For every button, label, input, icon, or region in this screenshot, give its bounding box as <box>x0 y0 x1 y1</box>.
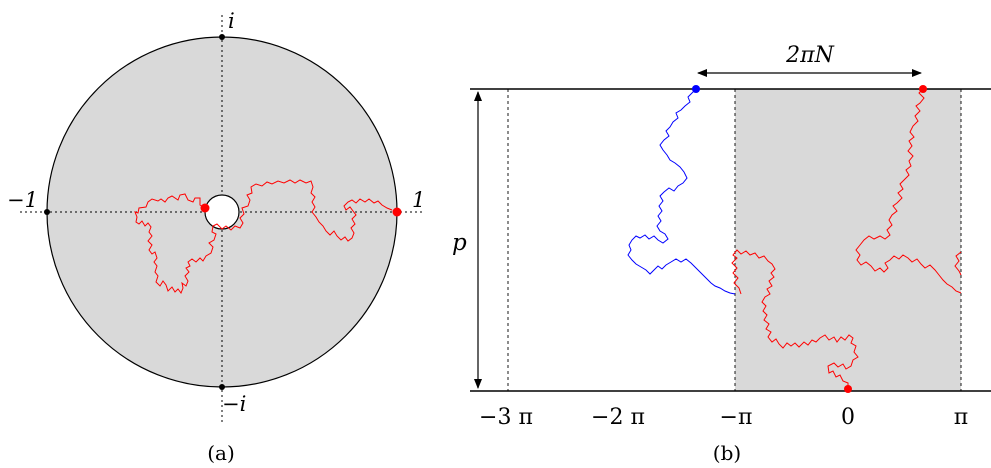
label-1: 1 <box>412 188 425 212</box>
tick-label-0: 0 <box>841 405 855 430</box>
label-minus-i: −i <box>222 392 246 416</box>
width-label: 2πN <box>785 43 834 68</box>
label-minus-1: −1 <box>7 188 38 212</box>
brownian-path-a <box>134 179 393 295</box>
caption-b: (b) <box>713 441 741 465</box>
blue-path <box>627 88 736 295</box>
end-point <box>392 207 402 217</box>
red-origin-point <box>844 385 852 393</box>
shaded-strip <box>735 89 961 391</box>
dot-top <box>219 34 225 40</box>
red-top-point <box>919 85 927 93</box>
tick-label-minus-2pi: −2 π <box>591 405 645 430</box>
inner-hole <box>204 194 240 230</box>
tick-label-minus-pi: −π <box>720 405 753 430</box>
start-point <box>200 203 210 213</box>
tick-label-pi: π <box>954 405 968 430</box>
caption-a: (a) <box>207 441 235 465</box>
label-i: i <box>228 9 235 33</box>
blue-start-point <box>692 85 700 93</box>
red-path-main <box>731 249 859 389</box>
dot-left <box>44 209 50 215</box>
height-label: p <box>452 230 467 256</box>
tick-label-minus-3pi: −3 π <box>479 405 533 430</box>
panel-a: i −i −1 1 (a) <box>7 9 425 465</box>
dot-bottom <box>219 384 225 390</box>
red-path-upper <box>855 88 962 294</box>
red-path-edge <box>954 251 962 276</box>
panel-b: p 2πN −3 π −2 π −π 0 π (b) <box>452 43 991 465</box>
